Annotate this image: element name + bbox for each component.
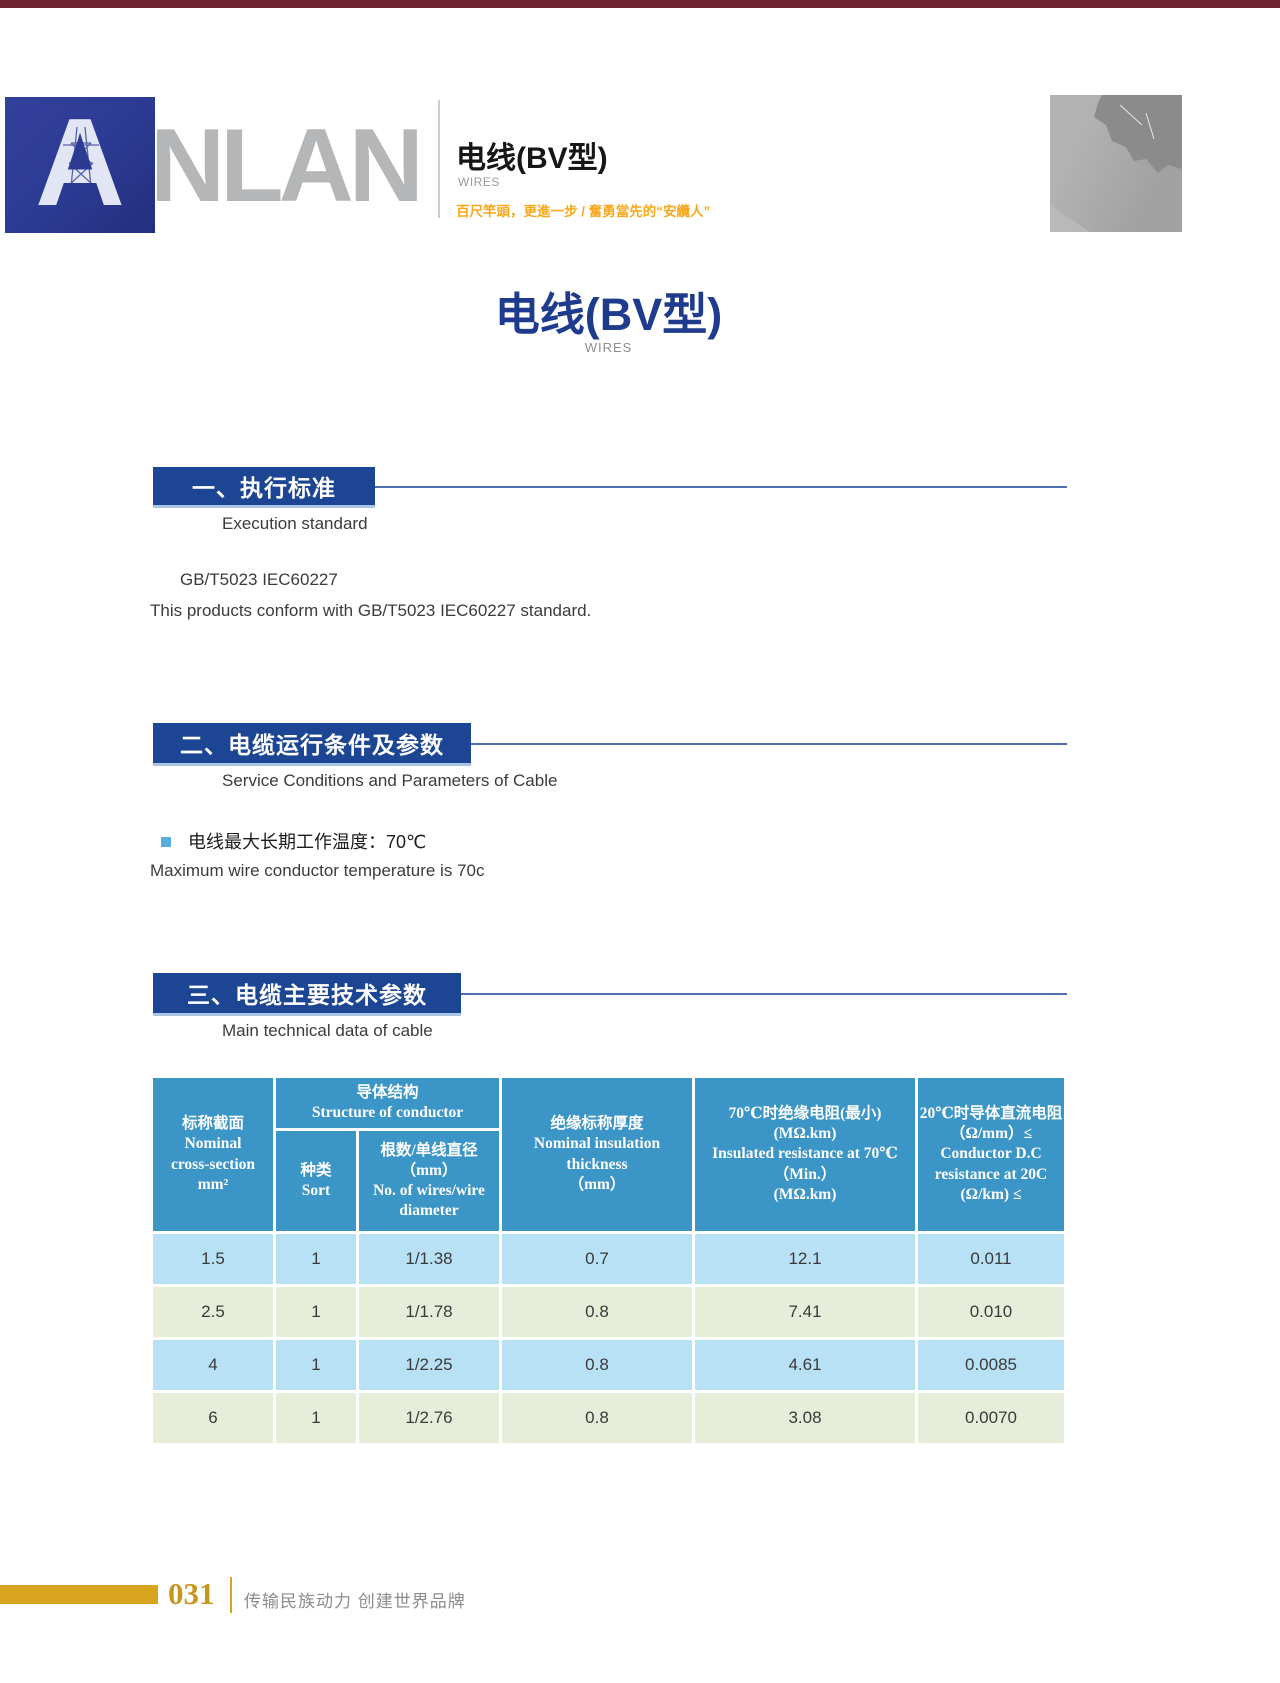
cell-wires-diameter: 1/1.38 <box>359 1234 499 1284</box>
section-1-heading: 一、执行标准 <box>153 467 375 505</box>
col-header-structure-of-conductor: 导体结构 Structure of conductor <box>276 1078 499 1128</box>
table-row: 6 1 1/2.76 0.8 3.08 0.0070 <box>153 1393 1064 1443</box>
technical-data-table: 标称截面 Nominal cross-section mm² 导体结构 Stru… <box>150 1075 1067 1446</box>
col-header-nominal-cross-section: 标称截面 Nominal cross-section mm² <box>153 1078 273 1231</box>
section-2-heading: 二、电缆运行条件及参数 <box>153 723 471 763</box>
cell-dc-resistance: 0.010 <box>918 1287 1064 1337</box>
cell-dc-resistance: 0.011 <box>918 1234 1064 1284</box>
cell-cross-section: 6 <box>153 1393 273 1443</box>
cell-insulated-resistance: 3.08 <box>695 1393 915 1443</box>
table-header-row-1: 标称截面 Nominal cross-section mm² 导体结构 Stru… <box>153 1078 1064 1231</box>
map-silhouette <box>1050 95 1182 232</box>
conformance-statement: This products conform with GB/T5023 IEC6… <box>150 601 592 620</box>
cell-sort: 1 <box>276 1340 356 1390</box>
cell-wires-diameter: 1/2.25 <box>359 1340 499 1390</box>
cell-cross-section: 1.5 <box>153 1234 273 1284</box>
max-temperature-cn: 电线最大长期工作温度：70℃ <box>188 832 427 852</box>
cell-wires-diameter: 1/2.76 <box>359 1393 499 1443</box>
col-header-wires-diameter: 根数/单线直径 （mm） No. of wires/wire diameter <box>359 1131 499 1231</box>
col-header-insulated-resistance: 70℃时绝缘电阻(最小) (MΩ.km) Insulated resistanc… <box>695 1078 915 1231</box>
section-3-heading-en: Main technical data of cable <box>222 1021 433 1040</box>
section-1-rule <box>375 486 1067 488</box>
section-3-rule <box>461 993 1067 995</box>
table-row: 1.5 1 1/1.38 0.7 12.1 0.011 <box>153 1234 1064 1284</box>
cell-sort: 1 <box>276 1287 356 1337</box>
col-header-insulation-thickness: 绝缘标称厚度 Nominal insulation thickness （mm） <box>502 1078 692 1231</box>
footer-slogan: 传输民族动力 创建世界品牌 <box>244 1592 466 1611</box>
cell-insulated-resistance: 12.1 <box>695 1234 915 1284</box>
cell-dc-resistance: 0.0070 <box>918 1393 1064 1443</box>
col-header-dc-resistance: 20℃时导体直流电阻 （Ω/mm）≤ Conductor D.C resista… <box>918 1078 1064 1231</box>
header-divider <box>438 100 440 218</box>
footer-gold-bar <box>0 1585 158 1604</box>
section-2-heading-en: Service Conditions and Parameters of Cab… <box>222 771 558 790</box>
table-header-row-2: 种类 Sort 根数/单线直径 （mm） No. of wires/wire d… <box>153 1131 1064 1231</box>
cell-insulation-thickness: 0.7 <box>502 1234 692 1284</box>
footer-separator <box>230 1577 232 1613</box>
cell-cross-section: 4 <box>153 1340 273 1390</box>
header-tagline: 百尺竿頭，更進一步 / 奮勇當先的“安纜人” <box>456 204 711 219</box>
map-image <box>1050 95 1182 232</box>
cell-insulation-thickness: 0.8 <box>502 1393 692 1443</box>
page-number: 031 <box>168 1576 215 1611</box>
section-2-rule <box>471 743 1067 745</box>
table-row: 4 1 1/2.25 0.8 4.61 0.0085 <box>153 1340 1064 1390</box>
cell-insulated-resistance: 4.61 <box>695 1340 915 1390</box>
transmission-tower-icon <box>63 126 99 208</box>
col-header-sort: 种类 Sort <box>276 1131 356 1231</box>
cell-cross-section: 2.5 <box>153 1287 273 1337</box>
cell-sort: 1 <box>276 1393 356 1443</box>
logo-text: NLAN <box>150 108 424 224</box>
cell-insulation-thickness: 0.8 <box>502 1287 692 1337</box>
header-product-subtitle: WIRES <box>458 175 500 189</box>
standard-codes: GB/T5023 IEC60227 <box>180 570 338 589</box>
top-accent-bar <box>0 0 1280 8</box>
section-1-heading-en: Execution standard <box>222 514 368 533</box>
cell-dc-resistance: 0.0085 <box>918 1340 1064 1390</box>
page-title-en: WIRES <box>584 340 633 355</box>
cell-wires-diameter: 1/1.78 <box>359 1287 499 1337</box>
table-row: 2.5 1 1/1.78 0.8 7.41 0.010 <box>153 1287 1064 1337</box>
anlan-logo-mark: A <box>5 94 155 233</box>
page-title: 电线(BV型) <box>494 289 723 340</box>
cell-sort: 1 <box>276 1234 356 1284</box>
header-product-title: 电线(BV型) <box>456 142 608 175</box>
max-temperature-en: Maximum wire conductor temperature is 70… <box>150 861 485 880</box>
section-3-heading: 三、电缆主要技术参数 <box>153 973 461 1013</box>
bullet-square-icon <box>161 837 171 847</box>
cell-insulation-thickness: 0.8 <box>502 1340 692 1390</box>
cell-insulated-resistance: 7.41 <box>695 1287 915 1337</box>
